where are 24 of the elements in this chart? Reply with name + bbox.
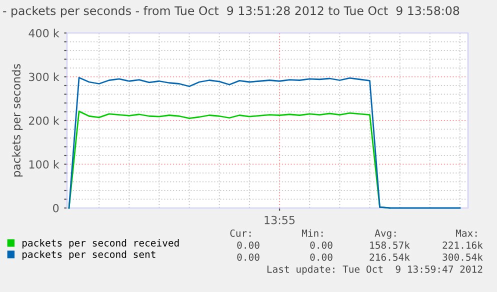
- text: Cur:: [230, 229, 251, 237]
- text: 0.00: [310, 241, 332, 249]
- line-series: [68, 76, 461, 209]
- y-axis-title: packets per seconds: [12, 64, 23, 176]
- text: Avg:: [374, 230, 396, 239]
- y-tick-label: 0: [53, 204, 59, 212]
- x-tick-label: 13:55: [264, 216, 295, 224]
- y-tick-label: 100 k: [29, 160, 60, 169]
- y-tick-label: 200 k: [29, 116, 60, 125]
- legend-label: packets per second sent: [22, 250, 156, 260]
- y-tick-label: 300 k: [29, 72, 60, 82]
- legend-label: packets per second received: [22, 239, 179, 248]
- text: 300.54k: [442, 253, 483, 261]
- text: Last update: Tue Oct 9 13:59:47 2012: [267, 265, 482, 275]
- text: 216.54k: [370, 253, 410, 261]
- chart-title: - packets per seconds - from Tue Oct 9 13:51:28 2012 to Tue Oct 9 13:58:08: [3, 6, 460, 18]
- text: Max:: [456, 230, 477, 237]
- text: 0.00: [237, 241, 260, 249]
- text: 158.57k: [370, 241, 410, 249]
- text: 221.16k: [442, 241, 483, 249]
- text: Min:: [302, 229, 323, 237]
- text: 0.00: [310, 253, 332, 261]
- y-tick-label: 400 k: [28, 28, 60, 38]
- text: 0.00: [237, 253, 260, 261]
